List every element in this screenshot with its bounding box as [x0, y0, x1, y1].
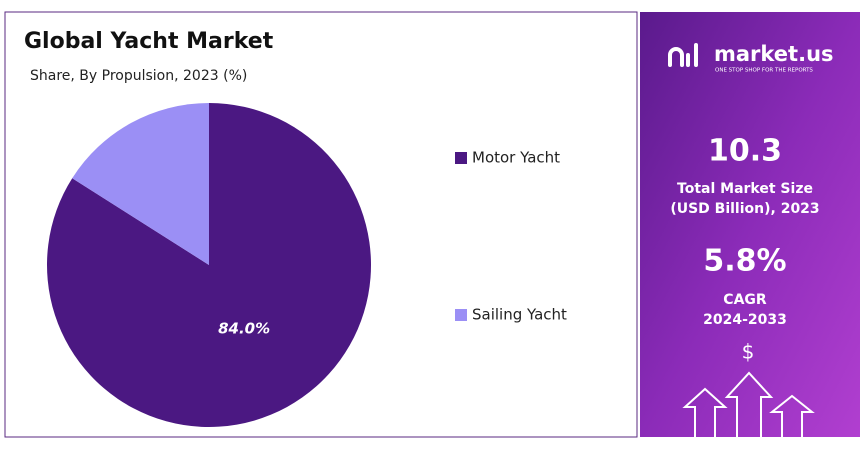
stat-value: 10.3 — [708, 134, 782, 169]
stat-label: Total Market Size — [677, 181, 813, 197]
chart-subtitle: Share, By Propulsion, 2023 (%) — [30, 68, 247, 84]
pie-slice — [46, 103, 371, 427]
info-panel — [640, 12, 860, 437]
legend-label: Sailing Yacht — [472, 306, 567, 324]
dollar-symbol: $ — [742, 340, 755, 364]
legend: Motor Yacht Sailing Yacht — [455, 149, 567, 324]
stat-label: CAGR — [723, 292, 767, 308]
brand-tagline: ONE STOP SHOP FOR THE REPORTS — [715, 68, 813, 74]
brand-logo — [668, 43, 698, 67]
stat-sublabel: (USD Billion), 2023 — [670, 201, 819, 217]
growth-arrows — [682, 371, 815, 437]
legend-swatch — [455, 309, 467, 321]
legend-swatch — [455, 152, 467, 164]
legend-label: Motor Yacht — [472, 149, 560, 167]
value-label: 84.0% — [218, 319, 270, 337]
stat-sublabel: 2024-2033 — [703, 312, 787, 328]
stat-value: 5.8% — [703, 244, 786, 279]
brand-name: market.us — [714, 42, 834, 66]
pie-slice — [72, 103, 210, 265]
pie: 84.0% — [46, 103, 371, 427]
chart-title: Global Yacht Market — [24, 29, 274, 54]
